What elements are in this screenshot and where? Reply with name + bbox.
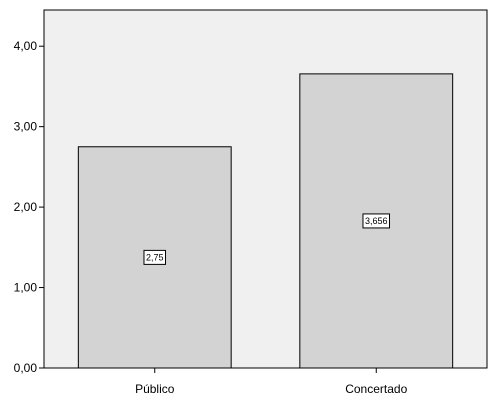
x-category-label: Público	[135, 382, 175, 396]
x-category-label: Concertado	[345, 382, 407, 396]
y-tick-label: 4,00	[14, 39, 38, 53]
data-label: 2,75	[146, 252, 164, 262]
data-labels-group: 2,75 3,656	[143, 213, 391, 265]
x-axis-categories: Público Concertado	[135, 368, 408, 396]
y-tick-label: 3,00	[14, 120, 38, 134]
y-tick-label: 2,00	[14, 200, 38, 214]
y-tick-label: 0,00	[14, 361, 38, 375]
y-tick-label: 1,00	[14, 281, 38, 295]
y-axis-ticks: 0,00 1,00 2,00 3,00 4,00	[14, 39, 44, 375]
data-label-box	[362, 213, 391, 229]
data-label: 3,656	[365, 216, 388, 226]
data-label-box	[143, 249, 167, 265]
